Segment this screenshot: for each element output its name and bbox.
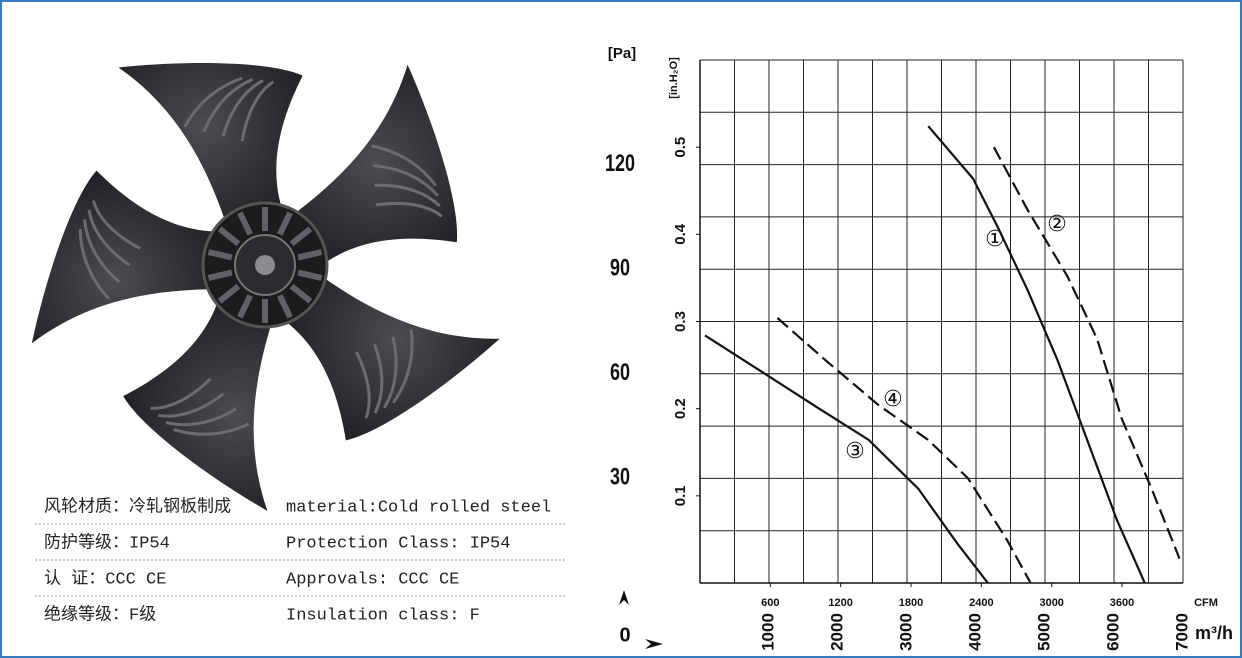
curve-label: ④	[883, 387, 903, 412]
blade-rib	[382, 336, 398, 409]
curve	[927, 125, 1146, 584]
blade-rib	[173, 422, 250, 436]
x-tick-label: 3000	[896, 613, 915, 651]
y-axis-title: [Pa]	[608, 45, 636, 62]
x-tick-label: 7000	[1172, 613, 1191, 651]
x-axis-title: m³/h	[1195, 623, 1233, 643]
blade-shape	[269, 271, 500, 441]
hub-fin	[207, 269, 233, 281]
chart: 30 60 90 120 0.1 0.2 0.3 0.4 0.5 600 1200 1800 2400 3…	[605, 45, 1233, 651]
hub-fin	[289, 283, 313, 304]
fan-blade	[31, 170, 235, 344]
y-tick-label: 60	[610, 360, 630, 386]
hub-fin	[262, 207, 268, 231]
x-tick-label: 6000	[1103, 613, 1122, 651]
blade-rib	[221, 79, 264, 137]
x2-tick-label: 3600	[1110, 597, 1134, 609]
curve	[776, 317, 1032, 584]
y-tick-label: 90	[610, 255, 630, 281]
origin-label: 0	[619, 624, 630, 646]
hub-fin	[277, 294, 293, 319]
fan-blade	[269, 271, 500, 441]
blade-rib	[374, 183, 441, 208]
fan-image	[31, 63, 500, 511]
blade-rib	[158, 392, 225, 418]
spec-text: Protection Class: IP54	[286, 534, 510, 553]
fan-blade	[123, 283, 275, 511]
fan-blade	[118, 63, 303, 231]
blade-rib	[165, 407, 237, 427]
x2-axis-title: CFM	[1194, 597, 1218, 609]
spec-table: 风轮材质：冷轧钢板制成 material:Cold rolled steel 防护等…	[35, 496, 566, 625]
spec-text: 认 证：CCC CE	[44, 568, 166, 589]
blade-shape	[286, 64, 458, 276]
curve-label: ③	[845, 439, 865, 464]
curve	[992, 146, 1181, 560]
y-tick-label: 30	[610, 464, 630, 490]
fan-blade	[286, 64, 458, 276]
blade-rib	[354, 351, 371, 419]
blade-rib	[371, 144, 437, 187]
hub-fin	[297, 249, 323, 261]
x-tick-label: 1000	[758, 613, 777, 651]
hub-fin	[297, 269, 323, 281]
blade-shape	[123, 283, 275, 511]
y2-tick-label: 0.5	[672, 137, 689, 158]
blade-rib	[202, 77, 254, 133]
spec-text: Approvals: CCC CE	[286, 570, 459, 589]
blade-rib	[183, 76, 243, 128]
curve-label: ②	[1047, 212, 1067, 237]
blade-rib	[91, 200, 141, 250]
spec-text: 防护等级：IP54	[44, 532, 170, 553]
y2-tick-label: 0.2	[672, 398, 689, 419]
hub-fin	[217, 283, 241, 304]
blade-rib	[83, 219, 121, 284]
blade-shape	[31, 170, 235, 344]
blade-rib	[150, 377, 212, 410]
hub-fin	[207, 249, 233, 261]
curve-label: ①	[985, 227, 1005, 252]
hub-bolt	[255, 255, 275, 275]
hub-fin	[277, 211, 293, 236]
blade-rib	[372, 164, 439, 197]
x2-tick-label: 1800	[899, 597, 923, 609]
spec-text: material:Cold rolled steel	[286, 498, 551, 517]
spec-text: Insulation class: F	[286, 606, 480, 625]
x-tick-label: 4000	[965, 613, 984, 651]
x2-tick-label: 3000	[1039, 597, 1063, 609]
x2-tick-label: 1200	[828, 597, 852, 609]
y2-tick-label: 0.4	[672, 223, 689, 245]
x2-tick-label: 600	[761, 597, 779, 609]
spec-text: 绝缘等级：F级	[44, 604, 156, 625]
hub-fin	[217, 226, 241, 247]
arrow-up	[619, 590, 629, 605]
blade-rib	[392, 329, 414, 404]
y2-axis-title: [in.H₂O]	[668, 57, 680, 99]
hub-fin	[237, 294, 253, 319]
blade-rib	[78, 228, 110, 300]
y2-tick-label: 0.3	[672, 311, 689, 332]
blade-shape	[118, 63, 303, 231]
blade-rib	[375, 201, 443, 218]
hub-fin	[237, 211, 253, 236]
blade-rib	[373, 343, 384, 414]
blade-rib	[87, 209, 131, 267]
hub-fin	[289, 226, 313, 247]
spec-text: 风轮材质：冷轧钢板制成	[44, 496, 231, 517]
y2-tick-label: 0.1	[672, 485, 689, 506]
x-tick-label: 5000	[1034, 613, 1053, 651]
y-tick-label: 120	[605, 151, 635, 177]
curve	[704, 334, 989, 584]
blade-rib	[240, 80, 275, 142]
x-tick-label: 2000	[827, 613, 846, 651]
hub-fin	[262, 299, 268, 323]
arrow-right	[645, 639, 663, 649]
x2-tick-label: 2400	[969, 597, 993, 609]
